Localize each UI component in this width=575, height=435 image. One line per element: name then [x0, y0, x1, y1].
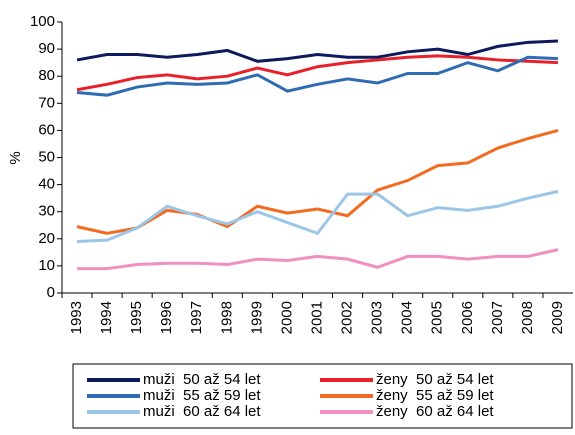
- y-tick-label: 0: [47, 284, 55, 301]
- x-tick-label: 2003: [369, 301, 386, 334]
- legend-label: muži 55 až 59 let: [143, 387, 261, 404]
- y-tick-label: 60: [38, 121, 55, 138]
- x-tick-label: 1993: [68, 301, 85, 334]
- legend-label: muži 60 až 64 let: [143, 403, 261, 420]
- x-tick-label: 2009: [549, 301, 566, 334]
- legend-box: [72, 363, 573, 429]
- series-line: [76, 128, 559, 235]
- legend-label: muži 50 až 54 let: [143, 371, 261, 388]
- x-tick-label: 2005: [429, 301, 446, 334]
- y-tick-label: 100: [30, 13, 55, 30]
- y-tick-label: 90: [38, 40, 55, 57]
- x-tick-label: 2007: [489, 301, 506, 334]
- legend-label: ženy 55 až 59 let: [376, 387, 494, 404]
- series-line: [77, 248, 559, 271]
- x-tick-label: 2000: [278, 301, 295, 334]
- x-tick-label: 1995: [128, 301, 145, 334]
- series-line: [76, 189, 559, 244]
- legend-label: ženy 60 až 64 let: [376, 403, 494, 420]
- x-tick-label: 1994: [98, 301, 115, 334]
- y-tick-label: 50: [38, 148, 55, 165]
- x-tick-label: 1998: [218, 301, 235, 334]
- x-tick-label: 2001: [308, 301, 325, 334]
- y-axis-label: %: [7, 151, 24, 164]
- series-line: [76, 54, 559, 92]
- x-tick-label: 2002: [339, 301, 356, 334]
- legend-label: ženy 50 až 54 let: [376, 371, 494, 388]
- x-tick-label: 2006: [459, 301, 476, 334]
- x-tick-label: 1999: [248, 301, 265, 334]
- y-tick-label: 40: [38, 176, 55, 193]
- y-tick-label: 20: [38, 230, 55, 247]
- series-line: [76, 55, 559, 97]
- x-tick-label: 2004: [399, 301, 416, 334]
- series-line: [76, 39, 559, 63]
- y-tick-label: 80: [38, 67, 55, 84]
- x-tick-label: 1996: [158, 301, 175, 334]
- y-tick-label: 70: [38, 94, 55, 111]
- x-tick-label: 1997: [188, 301, 205, 334]
- y-tick-label: 10: [38, 257, 55, 274]
- x-tick-label: 2008: [519, 301, 536, 334]
- y-tick-label: 30: [38, 203, 55, 220]
